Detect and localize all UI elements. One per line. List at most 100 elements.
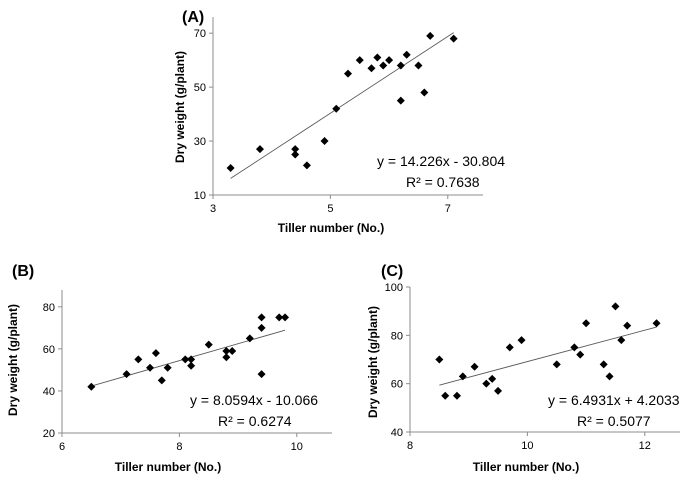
data-point-b <box>134 355 143 364</box>
data-point-a <box>396 61 405 70</box>
data-point-b <box>151 349 160 358</box>
data-point-b <box>204 340 213 349</box>
x-axis-title-c: Tiller number (No.) <box>473 460 579 474</box>
equation-c: y = 6.4931x + 4.2033 <box>548 392 680 408</box>
r-squared-a: R² = 0.7638 <box>406 174 480 190</box>
y-tick-label-c: 80 <box>391 330 403 342</box>
data-point-a <box>367 64 376 73</box>
r-squared-b: R² = 0.6274 <box>218 413 292 429</box>
y-tick-label-a: 70 <box>194 28 206 40</box>
y-axis-title-b: Dry weight (g/plant) <box>6 304 20 416</box>
y-tick-label-a: 50 <box>194 82 206 94</box>
data-point-b <box>146 363 155 372</box>
data-point-c <box>582 319 591 328</box>
data-point-b <box>245 334 254 343</box>
data-point-a <box>226 164 235 173</box>
r-squared-c: R² = 0.5077 <box>577 413 651 429</box>
data-point-a <box>396 96 405 105</box>
data-point-a <box>355 56 364 65</box>
data-point-c <box>470 362 479 371</box>
data-point-a <box>302 161 311 170</box>
panel-label-b: (B) <box>12 263 34 280</box>
data-point-c <box>441 391 450 400</box>
data-point-c <box>552 360 561 369</box>
data-point-b <box>181 355 190 364</box>
x-tick-label-a: 5 <box>327 203 333 215</box>
y-axis-title-c: Dry weight (g/plant) <box>366 306 380 418</box>
data-point-b <box>187 355 196 364</box>
data-point-c <box>488 374 497 383</box>
data-point-b <box>257 313 266 322</box>
panel-c: (C) Dry weight (g/plant) Tiller number (… <box>366 263 680 474</box>
data-point-c <box>605 372 614 381</box>
y-tick-label-a: 10 <box>194 190 206 202</box>
x-axis-title-b: Tiller number (No.) <box>115 460 221 474</box>
data-point-b <box>87 382 96 391</box>
x-tick-label-a: 3 <box>210 203 216 215</box>
trendline-b <box>91 329 286 387</box>
x-tick-label-b: 10 <box>291 441 303 453</box>
data-point-c <box>494 386 503 395</box>
data-point-a <box>379 61 388 70</box>
data-point-c <box>652 319 661 328</box>
equation-b: y = 8.0594x - 10.066 <box>190 392 318 408</box>
data-point-b <box>163 363 172 372</box>
data-point-c <box>452 391 461 400</box>
data-point-a <box>255 145 264 154</box>
data-point-b <box>157 376 166 385</box>
y-tick-label-c: 40 <box>391 427 403 439</box>
data-point-b <box>257 323 266 332</box>
data-point-b <box>281 313 290 322</box>
data-point-c <box>517 336 526 345</box>
y-tick-label-c: 60 <box>391 379 403 391</box>
data-point-a <box>426 31 435 40</box>
data-point-b <box>187 361 196 370</box>
data-point-b <box>222 353 231 362</box>
x-tick-label-b: 8 <box>176 441 182 453</box>
data-point-a <box>291 150 300 159</box>
panel-b: (B) Dry weight (g/plant) Tiller number (… <box>6 263 332 474</box>
data-point-c <box>570 343 579 352</box>
y-tick-label-b: 20 <box>43 428 55 440</box>
data-point-a <box>320 137 329 146</box>
data-point-a <box>414 61 423 70</box>
data-point-a <box>402 50 411 59</box>
x-tick-label-c: 10 <box>521 440 533 452</box>
data-point-a <box>420 88 429 97</box>
y-tick-label-a: 30 <box>194 136 206 148</box>
trendline-c <box>439 326 657 386</box>
panel-label-c: (C) <box>381 263 403 280</box>
data-point-c <box>617 336 626 345</box>
data-point-b <box>275 313 284 322</box>
data-point-c <box>623 321 632 330</box>
data-point-a <box>332 104 341 113</box>
data-point-c <box>458 372 467 381</box>
x-tick-label-a: 7 <box>445 203 451 215</box>
data-point-a <box>449 34 458 43</box>
x-tick-label-c: 12 <box>639 440 651 452</box>
data-point-c <box>482 379 491 388</box>
data-point-c <box>576 350 585 359</box>
data-point-b <box>228 346 237 355</box>
data-point-a <box>373 53 382 62</box>
y-tick-label-c: 100 <box>385 282 403 294</box>
x-axis-title-a: Tiller number (No.) <box>278 221 384 235</box>
data-point-b <box>222 346 231 355</box>
data-point-a <box>291 145 300 154</box>
data-point-a <box>344 69 352 78</box>
y-tick-label-b: 80 <box>43 302 55 314</box>
data-point-b <box>257 370 266 379</box>
equation-a: y = 14.226x - 30.804 <box>377 153 505 169</box>
panel-label-a: (A) <box>182 9 204 26</box>
y-tick-label-b: 60 <box>43 344 55 356</box>
data-point-a <box>385 56 394 65</box>
data-point-b <box>122 370 131 379</box>
data-point-c <box>435 355 444 364</box>
trendline-a <box>230 32 454 179</box>
data-point-c <box>505 343 514 352</box>
x-tick-label-c: 8 <box>407 440 413 452</box>
x-tick-label-b: 6 <box>59 441 65 453</box>
data-point-c <box>611 302 620 311</box>
panel-a: (A) Dry weight (g/plant) Tiller number (… <box>173 9 505 235</box>
